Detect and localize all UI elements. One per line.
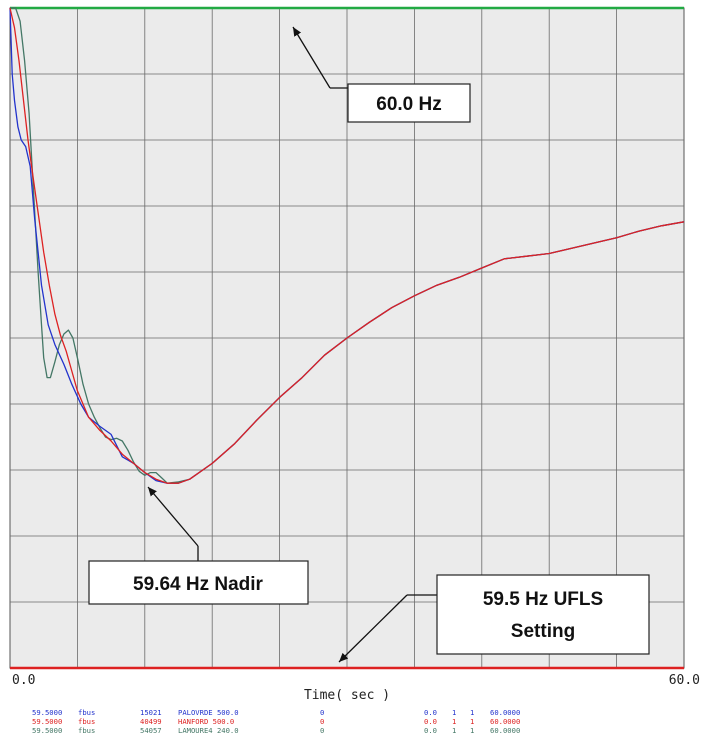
legend-cell: 0 (320, 708, 324, 717)
legend-cell: 1 (470, 726, 474, 735)
legend-cell: 60.0000 (490, 708, 520, 717)
x-tick-label-min: 0.0 (12, 673, 35, 688)
series-line-hanford (9, 7, 685, 484)
annotation-nadir-label: 59.64 Hz Nadir (133, 574, 263, 595)
legend-cell: 1 (452, 726, 456, 735)
annotation-ufls-label-line2: Setting (511, 621, 575, 642)
legend-cell: 59.5000 (32, 726, 62, 735)
legend-cell: 0 (320, 726, 324, 735)
annotation-nadir-arrow (147, 486, 199, 547)
legend-cell: 0.0 (424, 726, 437, 735)
legend-cell: 0 (320, 717, 324, 726)
legend-cell: 1 (470, 708, 474, 717)
annotation-60hz: 60.0 Hz (292, 26, 471, 123)
legend-cell: 1 (452, 717, 456, 726)
legend-cell: 60.0000 (490, 726, 520, 735)
legend-cell: fbus (78, 717, 95, 726)
legend-cell: 59.5000 (32, 708, 62, 717)
annotation-nadir: 59.64 Hz Nadir (88, 486, 309, 605)
annotation-ufls-box (436, 574, 650, 655)
annotation-ufls: 59.5 Hz UFLS Setting (338, 574, 650, 663)
legend-cell: 40499 (140, 717, 162, 726)
legend-cell: fbus (78, 708, 95, 717)
legend-cell: 0.0 (424, 717, 437, 726)
annotation-nadir-box (88, 560, 309, 605)
series-lines (9, 7, 685, 484)
annotation-60hz-label: 60.0 Hz (376, 94, 441, 115)
legend-cell: 15021 (140, 708, 162, 717)
legend-cell: LAMOURE4 240.0 (178, 726, 239, 735)
legend-cell: 0.0 (424, 708, 437, 717)
annotation-ufls-label-line1: 59.5 Hz UFLS (483, 589, 603, 610)
legend-cell: 1 (470, 717, 474, 726)
legend-cell: HANFORD 500.0 (178, 717, 234, 726)
annotation-60hz-box (347, 83, 471, 123)
legend-cell: 1 (452, 708, 456, 717)
legend-cell: fbus (78, 726, 95, 735)
x-tick-label-max: 60.0 (669, 673, 700, 688)
reference-lines (10, 6, 684, 670)
legend-cell: 54057 (140, 726, 162, 735)
legend-cell: 59.5000 (32, 717, 62, 726)
legend-table: 59.5000 fbus 15021 PALOVRDE 500.0 0 0.0 1 1 60.0… (32, 708, 520, 735)
legend-cell: PALOVRDE 500.0 (178, 708, 239, 717)
x-axis-title: Time( sec ) (304, 688, 390, 703)
legend-cell: 60.0000 (490, 717, 520, 726)
annotation-ufls-arrow (338, 594, 408, 663)
annotation-60hz-arrow (292, 26, 331, 89)
